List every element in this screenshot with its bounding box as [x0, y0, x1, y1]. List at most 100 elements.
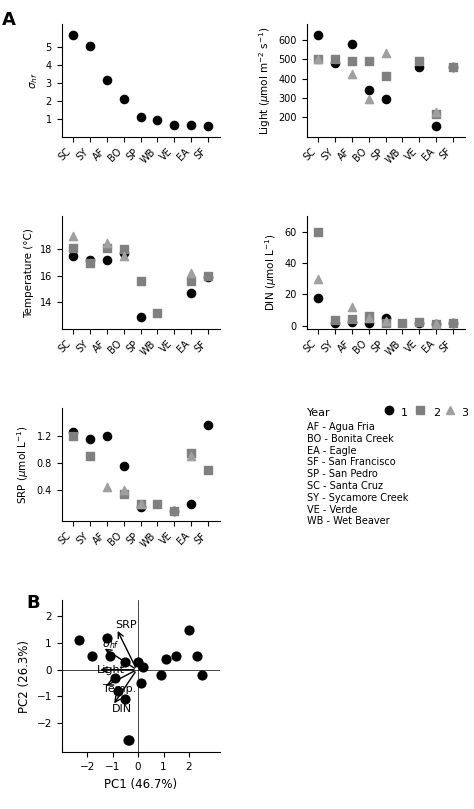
Point: [204, 419, 212, 432]
Point: [382, 47, 389, 60]
Point: [449, 61, 456, 74]
Point: [415, 316, 423, 329]
Point: [70, 242, 77, 255]
Point: [365, 55, 373, 68]
Point: [314, 291, 322, 304]
Point: [121, 693, 129, 705]
Point: [139, 661, 147, 674]
Y-axis label: $\sigma_{hf}$: $\sigma_{hf}$: [28, 72, 40, 89]
Point: [171, 119, 178, 132]
Point: [103, 253, 111, 266]
Point: [154, 498, 161, 510]
Point: [204, 271, 212, 284]
Text: DIN: DIN: [112, 704, 132, 714]
Point: [449, 317, 456, 330]
Point: [111, 671, 119, 684]
Point: [137, 498, 145, 510]
Point: [365, 311, 373, 324]
Point: [382, 311, 389, 324]
Point: [187, 286, 195, 299]
Point: [124, 734, 132, 747]
Point: [154, 307, 161, 320]
Text: SP - San Pedro: SP - San Pedro: [307, 469, 377, 479]
Y-axis label: DIN ($\mu$mol L$^{-1}$): DIN ($\mu$mol L$^{-1}$): [263, 234, 279, 311]
Y-axis label: SRP ($\mu$mol L$^{-1}$): SRP ($\mu$mol L$^{-1}$): [15, 426, 31, 504]
Point: [432, 105, 440, 118]
Point: [125, 734, 133, 747]
Point: [89, 650, 96, 663]
Point: [162, 653, 170, 666]
Text: VE - Verde: VE - Verde: [307, 505, 357, 515]
Text: AF - Agua Fria: AF - Agua Fria: [307, 422, 374, 432]
Point: [121, 655, 129, 668]
Point: [187, 498, 195, 510]
Point: [103, 481, 111, 493]
Point: [432, 318, 440, 331]
Text: $\sigma_{hf}$: $\sigma_{hf}$: [102, 639, 120, 651]
Point: [331, 314, 339, 327]
Point: [382, 92, 389, 105]
Point: [331, 53, 339, 66]
Point: [86, 433, 94, 446]
Point: [137, 676, 145, 689]
Point: [432, 318, 440, 331]
Point: [120, 243, 128, 256]
Point: [137, 311, 145, 324]
Point: [348, 316, 356, 328]
Point: [314, 53, 322, 66]
Text: 3: 3: [461, 409, 468, 418]
Point: [137, 275, 145, 288]
Point: [432, 318, 440, 331]
Point: [348, 37, 356, 50]
Point: [314, 53, 322, 66]
Point: [449, 317, 456, 330]
Point: [204, 269, 212, 282]
Point: [187, 447, 195, 460]
Point: [120, 484, 128, 497]
Point: [432, 107, 440, 120]
Point: [120, 487, 128, 500]
Point: [193, 650, 201, 663]
Y-axis label: Light ($\mu$mol m$^{-2}$ s$^{-1}$): Light ($\mu$mol m$^{-2}$ s$^{-1}$): [257, 26, 273, 135]
Text: BO - Bonita Creek: BO - Bonita Creek: [307, 434, 393, 443]
Text: Temp.: Temp.: [103, 684, 136, 694]
Point: [120, 460, 128, 472]
Text: Year: Year: [307, 409, 330, 418]
Point: [187, 267, 195, 280]
Point: [134, 655, 142, 668]
Text: SC - Santa Cruz: SC - Santa Cruz: [307, 481, 383, 491]
Point: [204, 464, 212, 477]
Point: [331, 317, 339, 330]
Point: [70, 426, 77, 438]
Point: [204, 120, 212, 133]
Point: [415, 61, 423, 74]
Point: [137, 111, 145, 124]
Point: [106, 650, 114, 663]
Point: [198, 668, 206, 681]
Point: [187, 275, 195, 288]
Point: [70, 430, 77, 443]
Point: [86, 256, 94, 269]
Point: [103, 242, 111, 255]
Point: [449, 61, 456, 74]
Point: [415, 316, 423, 328]
Point: [348, 300, 356, 313]
Point: [86, 450, 94, 463]
Point: [173, 650, 180, 663]
Point: [365, 310, 373, 323]
Text: SY - Sycamore Creek: SY - Sycamore Creek: [307, 493, 408, 502]
Text: Light: Light: [97, 665, 125, 675]
Point: [137, 498, 145, 510]
Y-axis label: Temperature (°C): Temperature (°C): [24, 227, 34, 318]
Text: SRP: SRP: [116, 621, 137, 630]
Point: [348, 67, 356, 80]
Point: [103, 430, 111, 443]
Point: [76, 634, 83, 647]
Point: [185, 623, 193, 636]
Text: EA - Eagle: EA - Eagle: [307, 446, 356, 455]
Text: 2: 2: [433, 409, 440, 418]
Point: [399, 316, 406, 329]
Point: [365, 92, 373, 105]
Point: [70, 250, 77, 263]
Point: [120, 250, 128, 263]
